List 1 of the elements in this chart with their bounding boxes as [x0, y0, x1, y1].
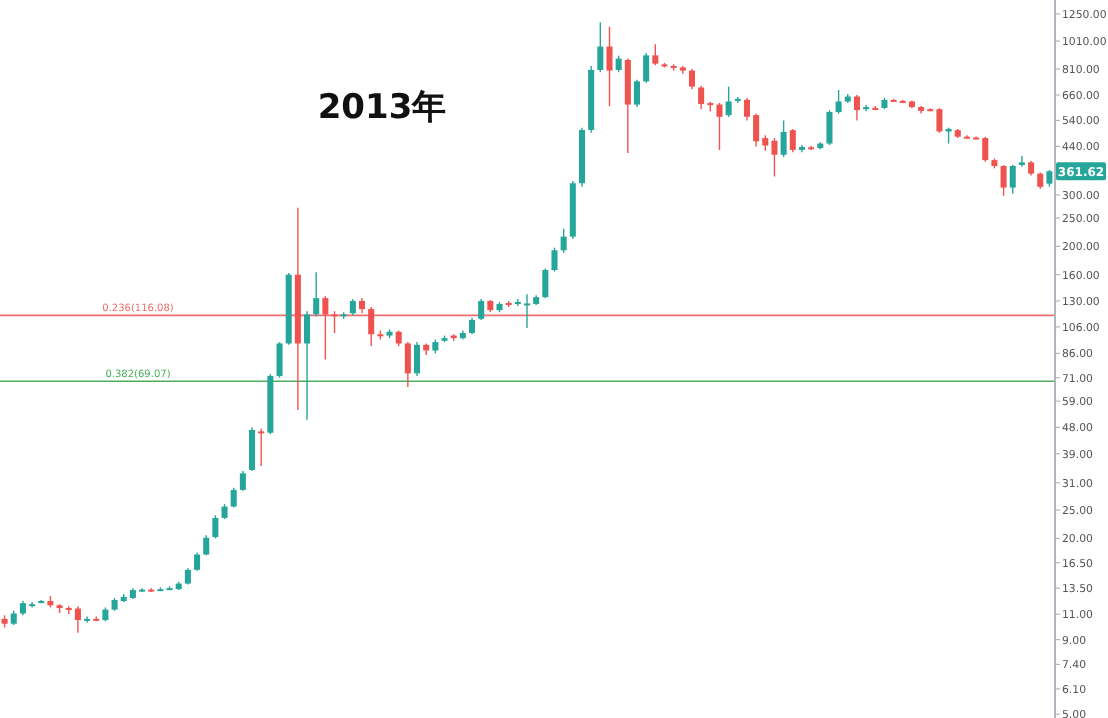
- text: 2013年: [317, 88, 447, 128]
